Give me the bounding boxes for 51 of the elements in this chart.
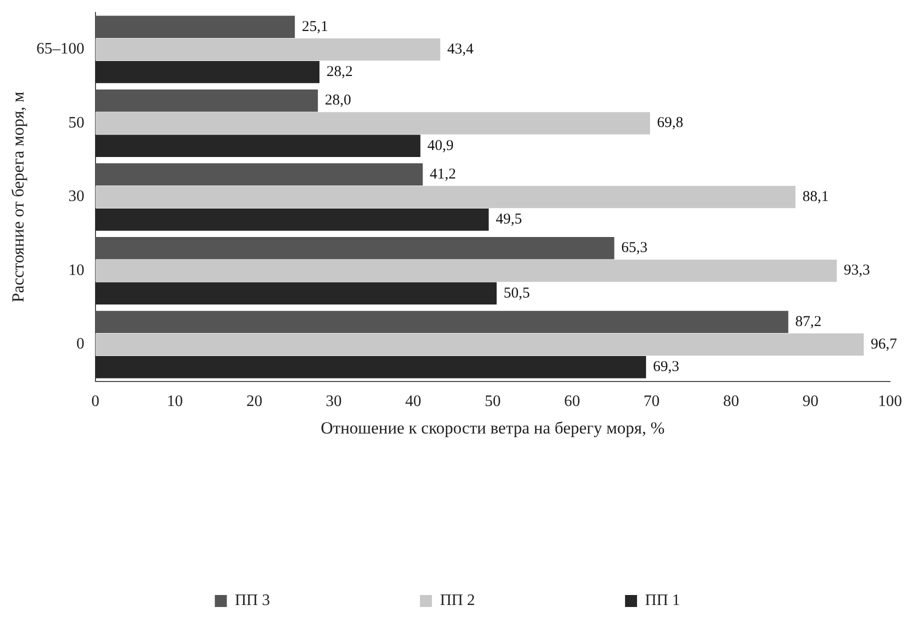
bar: [95, 163, 423, 186]
y-axis-title: Расстояние от берега моря, м: [8, 91, 28, 302]
bar: [95, 112, 650, 134]
x-tick-label: 60: [564, 393, 580, 410]
data-label: 87,2: [795, 314, 822, 330]
y-tick-label: 0: [76, 336, 84, 353]
bar: [95, 61, 320, 84]
x-tick-label: 0: [91, 393, 100, 410]
data-label: 50,5: [504, 285, 530, 302]
y-tick-label: 50: [68, 114, 84, 132]
legend-label: ПП 2: [440, 592, 476, 610]
x-tick-label: 10: [166, 393, 183, 410]
y-tick-label: 30: [68, 188, 84, 206]
bar: [95, 16, 295, 38]
y-tick-label: 65–100: [36, 40, 84, 58]
y-tick-label: 10: [68, 262, 84, 279]
bar: [95, 237, 614, 260]
bar: [95, 260, 837, 282]
bar: [95, 186, 796, 208]
legend-label: ПП 3: [234, 592, 270, 610]
x-tick-label: 90: [802, 393, 819, 410]
data-label: 28,2: [326, 64, 353, 80]
x-tick-label: 50: [484, 393, 501, 410]
bar: [95, 90, 318, 112]
bar: [95, 310, 788, 333]
x-tick-label: 20: [246, 393, 262, 410]
data-label: 40,9: [427, 138, 454, 154]
legend-label: ПП 1: [645, 592, 680, 610]
x-tick-label: 100: [878, 393, 902, 410]
x-tick-label: 70: [644, 393, 660, 410]
x-axis-title: Отношение к скорости ветра на берегу моря, %: [320, 418, 665, 438]
bar: [95, 134, 420, 157]
data-label: 96,7: [870, 336, 898, 352]
bar: [95, 208, 489, 231]
bar: [95, 282, 497, 304]
data-label: 25,1: [302, 18, 328, 35]
data-label: 69,3: [653, 359, 680, 376]
data-label: 41,2: [430, 166, 456, 182]
bar: [95, 333, 864, 356]
data-label: 69,8: [657, 115, 684, 132]
data-label: 65,3: [621, 240, 648, 256]
bar: [95, 356, 646, 378]
data-label: 93,3: [844, 262, 870, 279]
data-label: 49,5: [496, 212, 522, 228]
x-tick-label: 30: [326, 393, 342, 410]
data-label: 88,1: [802, 188, 829, 205]
x-tick-label: 40: [405, 393, 422, 410]
data-label: 43,4: [447, 41, 474, 58]
data-label: 28,0: [324, 92, 352, 109]
bar: [95, 38, 440, 61]
x-tick-label: 80: [723, 393, 740, 410]
